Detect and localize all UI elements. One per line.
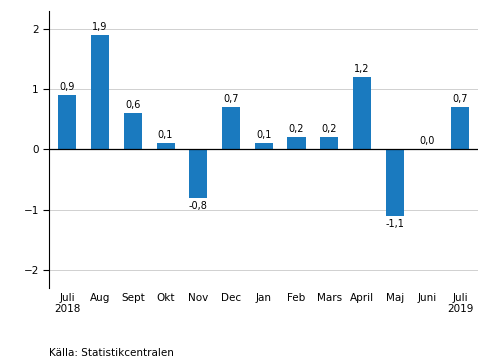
Bar xyxy=(189,149,207,198)
Text: 0,6: 0,6 xyxy=(125,100,141,110)
Text: 0,1: 0,1 xyxy=(158,130,173,140)
Bar xyxy=(320,138,338,149)
Bar xyxy=(287,138,306,149)
Bar xyxy=(386,149,404,216)
Bar xyxy=(255,143,273,149)
Text: 0,7: 0,7 xyxy=(453,94,468,104)
Bar xyxy=(91,35,109,149)
Bar xyxy=(124,113,142,149)
Text: 0,0: 0,0 xyxy=(420,136,435,146)
Text: -0,8: -0,8 xyxy=(189,201,208,211)
Text: -1,1: -1,1 xyxy=(386,219,404,229)
Bar xyxy=(156,143,175,149)
Text: 0,2: 0,2 xyxy=(289,124,304,134)
Bar xyxy=(353,77,371,149)
Bar xyxy=(222,107,240,149)
Text: 1,2: 1,2 xyxy=(354,64,370,74)
Text: 1,9: 1,9 xyxy=(92,22,108,32)
Text: 0,2: 0,2 xyxy=(321,124,337,134)
Text: Källa: Statistikcentralen: Källa: Statistikcentralen xyxy=(49,348,174,358)
Text: 0,9: 0,9 xyxy=(60,82,75,92)
Text: 0,1: 0,1 xyxy=(256,130,272,140)
Text: 0,7: 0,7 xyxy=(223,94,239,104)
Bar xyxy=(58,95,76,149)
Bar xyxy=(451,107,469,149)
